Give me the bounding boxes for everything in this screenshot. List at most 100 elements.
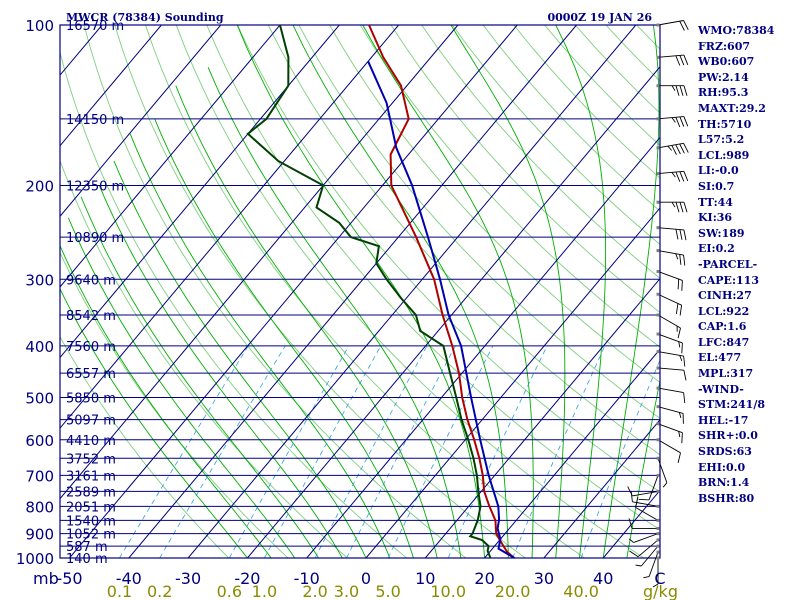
isotherm-line <box>60 25 459 500</box>
wind-level-marker <box>656 544 660 548</box>
sounding-index: LI:-0.0 <box>698 164 739 178</box>
wind-barb <box>656 350 686 367</box>
sounding-index: FRZ:607 <box>698 39 751 53</box>
sounding-index: SRDS:63 <box>698 445 752 459</box>
sounding-index: CAP:1.6 <box>698 320 747 334</box>
wind-barb-feather <box>683 392 686 404</box>
temperature-tick-label: 40 <box>593 569 613 588</box>
pressure-tick-label: 900 <box>25 526 54 544</box>
wind-level-marker <box>656 249 660 253</box>
wind-barb-feather <box>675 144 681 155</box>
wind-barb <box>638 473 660 501</box>
wind-level-marker <box>656 538 660 542</box>
wind-level-marker <box>656 226 660 230</box>
isotherm-line <box>484 348 660 558</box>
wind-level-marker <box>656 504 660 508</box>
wind-barb-feather <box>679 116 685 127</box>
wind-barb-feather <box>675 202 680 213</box>
mixing-ratio-line <box>228 345 350 558</box>
wind-barb-feather <box>683 116 689 127</box>
isotherm-line <box>365 207 660 558</box>
isobars <box>60 24 660 559</box>
wind-barb-staff <box>657 367 684 371</box>
moist-adiabat-line <box>154 118 414 558</box>
wind-barb-feather <box>675 85 680 96</box>
wind-level-marker <box>656 422 660 426</box>
wind-barb-staff <box>648 475 659 501</box>
wind-barb-staff <box>635 507 659 521</box>
temperature-unit-label: C <box>654 569 665 588</box>
sounding-index: EL:477 <box>698 351 742 365</box>
wind-barb-feather <box>662 482 668 488</box>
isotherm-line <box>128 25 577 558</box>
isotherm-line <box>424 277 660 558</box>
height-label: 1540 m <box>66 514 116 529</box>
temperature-tick-label: -30 <box>175 569 201 588</box>
sounding-index: L57:5.2 <box>698 133 745 147</box>
moist-adiabat-line <box>450 25 566 558</box>
sounding-index: CAPE:113 <box>698 273 759 287</box>
height-label: 3161 m <box>66 469 116 484</box>
sounding-index: SI:0.7 <box>698 179 735 193</box>
wind-level-marker <box>656 146 660 150</box>
height-label: 8542 m <box>66 309 116 324</box>
chart-title: MWCR (78384) Sounding <box>66 11 224 24</box>
wind-barb-staff <box>637 539 659 558</box>
wind-barb-feather <box>671 145 677 155</box>
mixing-ratio-tick-label: 3.0 <box>334 582 359 600</box>
height-label: 7560 m <box>66 340 116 355</box>
wind-level-marker <box>656 332 660 336</box>
isotherm-line <box>306 136 660 558</box>
wind-barbs <box>627 20 689 588</box>
mixing-ratio-tick-label: 2.0 <box>302 582 327 600</box>
wind-barb-feather <box>683 171 689 182</box>
height-label: 14150 m <box>66 113 124 128</box>
sounding-index: EHI:0.0 <box>698 460 746 474</box>
wind-barb-feather <box>683 143 689 153</box>
sounding-index: EI:0.2 <box>698 242 735 256</box>
wind-barb-feather <box>675 253 679 260</box>
wind-barb-feather <box>679 85 684 96</box>
wind-barb <box>629 538 660 558</box>
wind-barb <box>643 550 660 579</box>
wind-level-marker <box>656 350 660 354</box>
sounding-index: MPL:317 <box>698 367 754 381</box>
wind-barb-feather <box>671 85 676 91</box>
sounding-index: LCL:989 <box>698 148 750 162</box>
wind-barb-feather <box>643 576 650 579</box>
wind-barb-feather <box>675 303 679 314</box>
wind-barb <box>656 84 688 96</box>
wind-barb-feather <box>675 55 681 66</box>
wind-barb <box>656 332 683 354</box>
sounding-index: RH:95.3 <box>698 86 749 100</box>
temperature-trace <box>368 25 515 558</box>
moist-adiabat-line <box>113 160 367 558</box>
moist-adiabat-line <box>292 25 509 558</box>
wind-barb-feather <box>683 202 688 213</box>
temperature-tick-label: -10 <box>294 569 320 588</box>
wind-barb-feather <box>678 341 681 348</box>
pressure-tick-label: 300 <box>25 271 54 289</box>
wind-barb-feather <box>683 85 688 96</box>
wind-level-marker <box>656 405 660 409</box>
height-label: 5850 m <box>66 392 116 407</box>
wind-barb-feather <box>677 327 681 339</box>
wind-barb-staff <box>657 351 684 357</box>
wind-barb-feather <box>671 201 676 208</box>
wind-barb-feather <box>679 55 685 66</box>
wind-barb-staff <box>657 116 684 120</box>
dewpoint-trace <box>246 25 492 558</box>
temperature-tick-label: 0 <box>361 569 371 588</box>
parcel-trace <box>367 60 515 558</box>
wind-level-marker <box>656 200 660 204</box>
wind-level-marker <box>656 117 660 121</box>
wind-barb <box>656 170 689 182</box>
chart-time-label: 0000Z 19 JAN 26 <box>547 11 652 24</box>
temperature-tick-label: -50 <box>56 569 82 588</box>
wind-level-marker <box>656 84 660 88</box>
wind-barb-feather <box>678 431 681 438</box>
moist-adiabat-line <box>60 244 272 558</box>
wind-barb <box>656 249 686 266</box>
wind-level-marker <box>656 172 660 176</box>
